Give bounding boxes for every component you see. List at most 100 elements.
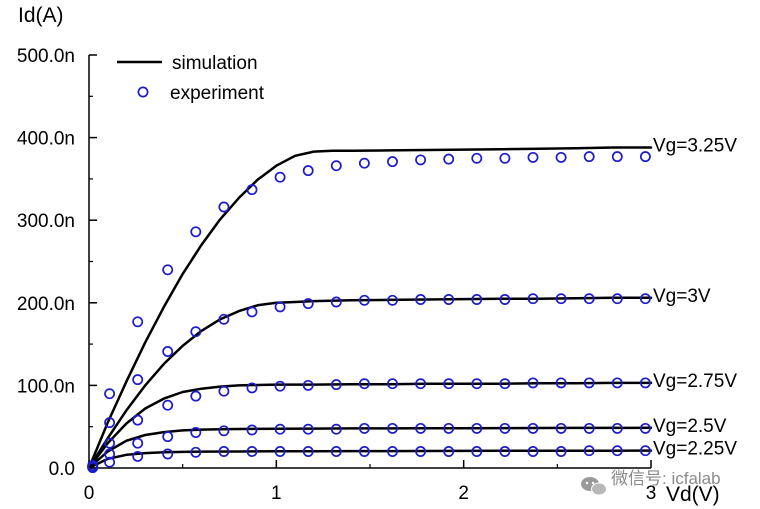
experiment-point [330, 446, 342, 457]
experiment-point [330, 296, 342, 308]
experiment-point [443, 378, 455, 390]
series-label: Vg=2.25V [653, 439, 737, 460]
experiment-point [387, 378, 398, 390]
experiment-point [611, 377, 623, 389]
experiment-point [387, 446, 398, 457]
x-tick-label: 0 [84, 483, 95, 504]
y-tick-label: 0.0 [49, 459, 75, 480]
experiment-point [583, 151, 595, 163]
simulation-line [87, 296, 653, 470]
experiment-point [132, 450, 144, 462]
experiment-point [274, 446, 286, 457]
experiment-point [583, 422, 595, 434]
experiment-point [499, 378, 511, 390]
experiment-point [555, 377, 567, 389]
experiment-point [639, 151, 651, 163]
experiment-point [471, 378, 483, 390]
experiment-point [104, 456, 116, 468]
experiment-point [555, 422, 567, 434]
experiment-point [358, 294, 370, 306]
experiment-point [104, 448, 116, 460]
experiment-point [104, 388, 116, 400]
experiment-point [274, 380, 286, 392]
legend-experiment-swatch [137, 86, 149, 98]
y-tick-label: 400.0n [17, 129, 75, 150]
experiment-point [246, 306, 258, 318]
experiment-point [246, 382, 258, 394]
experiment-point [471, 446, 483, 457]
experiment-point [302, 298, 314, 310]
experiment-point [415, 422, 427, 434]
x-tick-label: 1 [271, 483, 282, 504]
experiment-point [358, 378, 370, 390]
experiment-point [104, 417, 116, 429]
experiment-point [358, 446, 370, 457]
experiment-point [443, 446, 455, 457]
experiment-point [246, 424, 258, 436]
experiment-point [387, 294, 398, 306]
legend-experiment-label: experiment [170, 83, 265, 104]
experiment-point [190, 226, 202, 238]
x-axis-title: Vd(V) [666, 483, 720, 506]
experiment-point [302, 379, 314, 391]
experiment-point [162, 448, 174, 460]
experiment-point [611, 422, 623, 434]
series-label: Vg=2.75V [653, 371, 737, 392]
experiment-point [246, 446, 258, 457]
watermark-text: 微信号: icfalab [611, 469, 721, 488]
experiment-point [639, 377, 651, 389]
simulation-line [87, 381, 653, 470]
experiment-point [387, 422, 398, 434]
series-label: Vg=2.5V [653, 416, 727, 437]
experiment-point [639, 293, 651, 305]
axes [88, 55, 651, 469]
y-axis-title: Id(A) [18, 4, 64, 27]
experiment-point [471, 294, 483, 305]
experiment-point [639, 445, 651, 457]
experiment-point [274, 301, 286, 313]
experiment-point [639, 422, 651, 434]
experiment-point [499, 294, 511, 305]
experiment-point [162, 264, 174, 276]
experiment-point [302, 165, 314, 177]
series-label: Vg=3V [653, 286, 711, 307]
experiment-point [302, 423, 314, 435]
legend: simulation experiment [117, 53, 265, 104]
experiment-point [218, 313, 230, 325]
experiment-point [330, 160, 342, 172]
simulation-line [87, 449, 653, 470]
experiment-points [87, 151, 651, 474]
experiment-point [471, 152, 483, 164]
experiment-point [415, 294, 427, 305]
experiment-point [218, 446, 230, 457]
experiment-point [555, 151, 567, 163]
experiment-point [415, 154, 427, 166]
y-tick-label: 300.0n [17, 211, 75, 232]
tick-labels: 0.0 100.0n 200.0n 300.0n 400.0n 500.0n 0 1 2 3 [17, 46, 656, 504]
experiment-point [132, 374, 144, 386]
experiment-point [218, 425, 230, 437]
experiment-point [87, 462, 99, 474]
experiment-point [415, 378, 427, 390]
wechat-icon [581, 477, 607, 496]
experiment-point [358, 422, 370, 434]
experiment-point [218, 385, 230, 397]
experiment-point [162, 399, 174, 411]
experiment-point [527, 151, 539, 163]
experiment-point [583, 445, 595, 457]
experiment-point [274, 423, 286, 435]
experiment-point [527, 446, 539, 457]
experiment-point [246, 184, 258, 196]
experiment-point [527, 422, 539, 434]
simulation-lines [87, 146, 653, 470]
experiment-point [162, 346, 174, 357]
watermark: 微信号: icfalab [581, 469, 721, 496]
experiment-point [555, 446, 567, 457]
experiment-point [611, 445, 623, 457]
experiment-point [443, 294, 455, 305]
experiment-point [499, 446, 511, 457]
y-tick-label: 200.0n [17, 294, 75, 315]
experiment-point [471, 422, 483, 434]
